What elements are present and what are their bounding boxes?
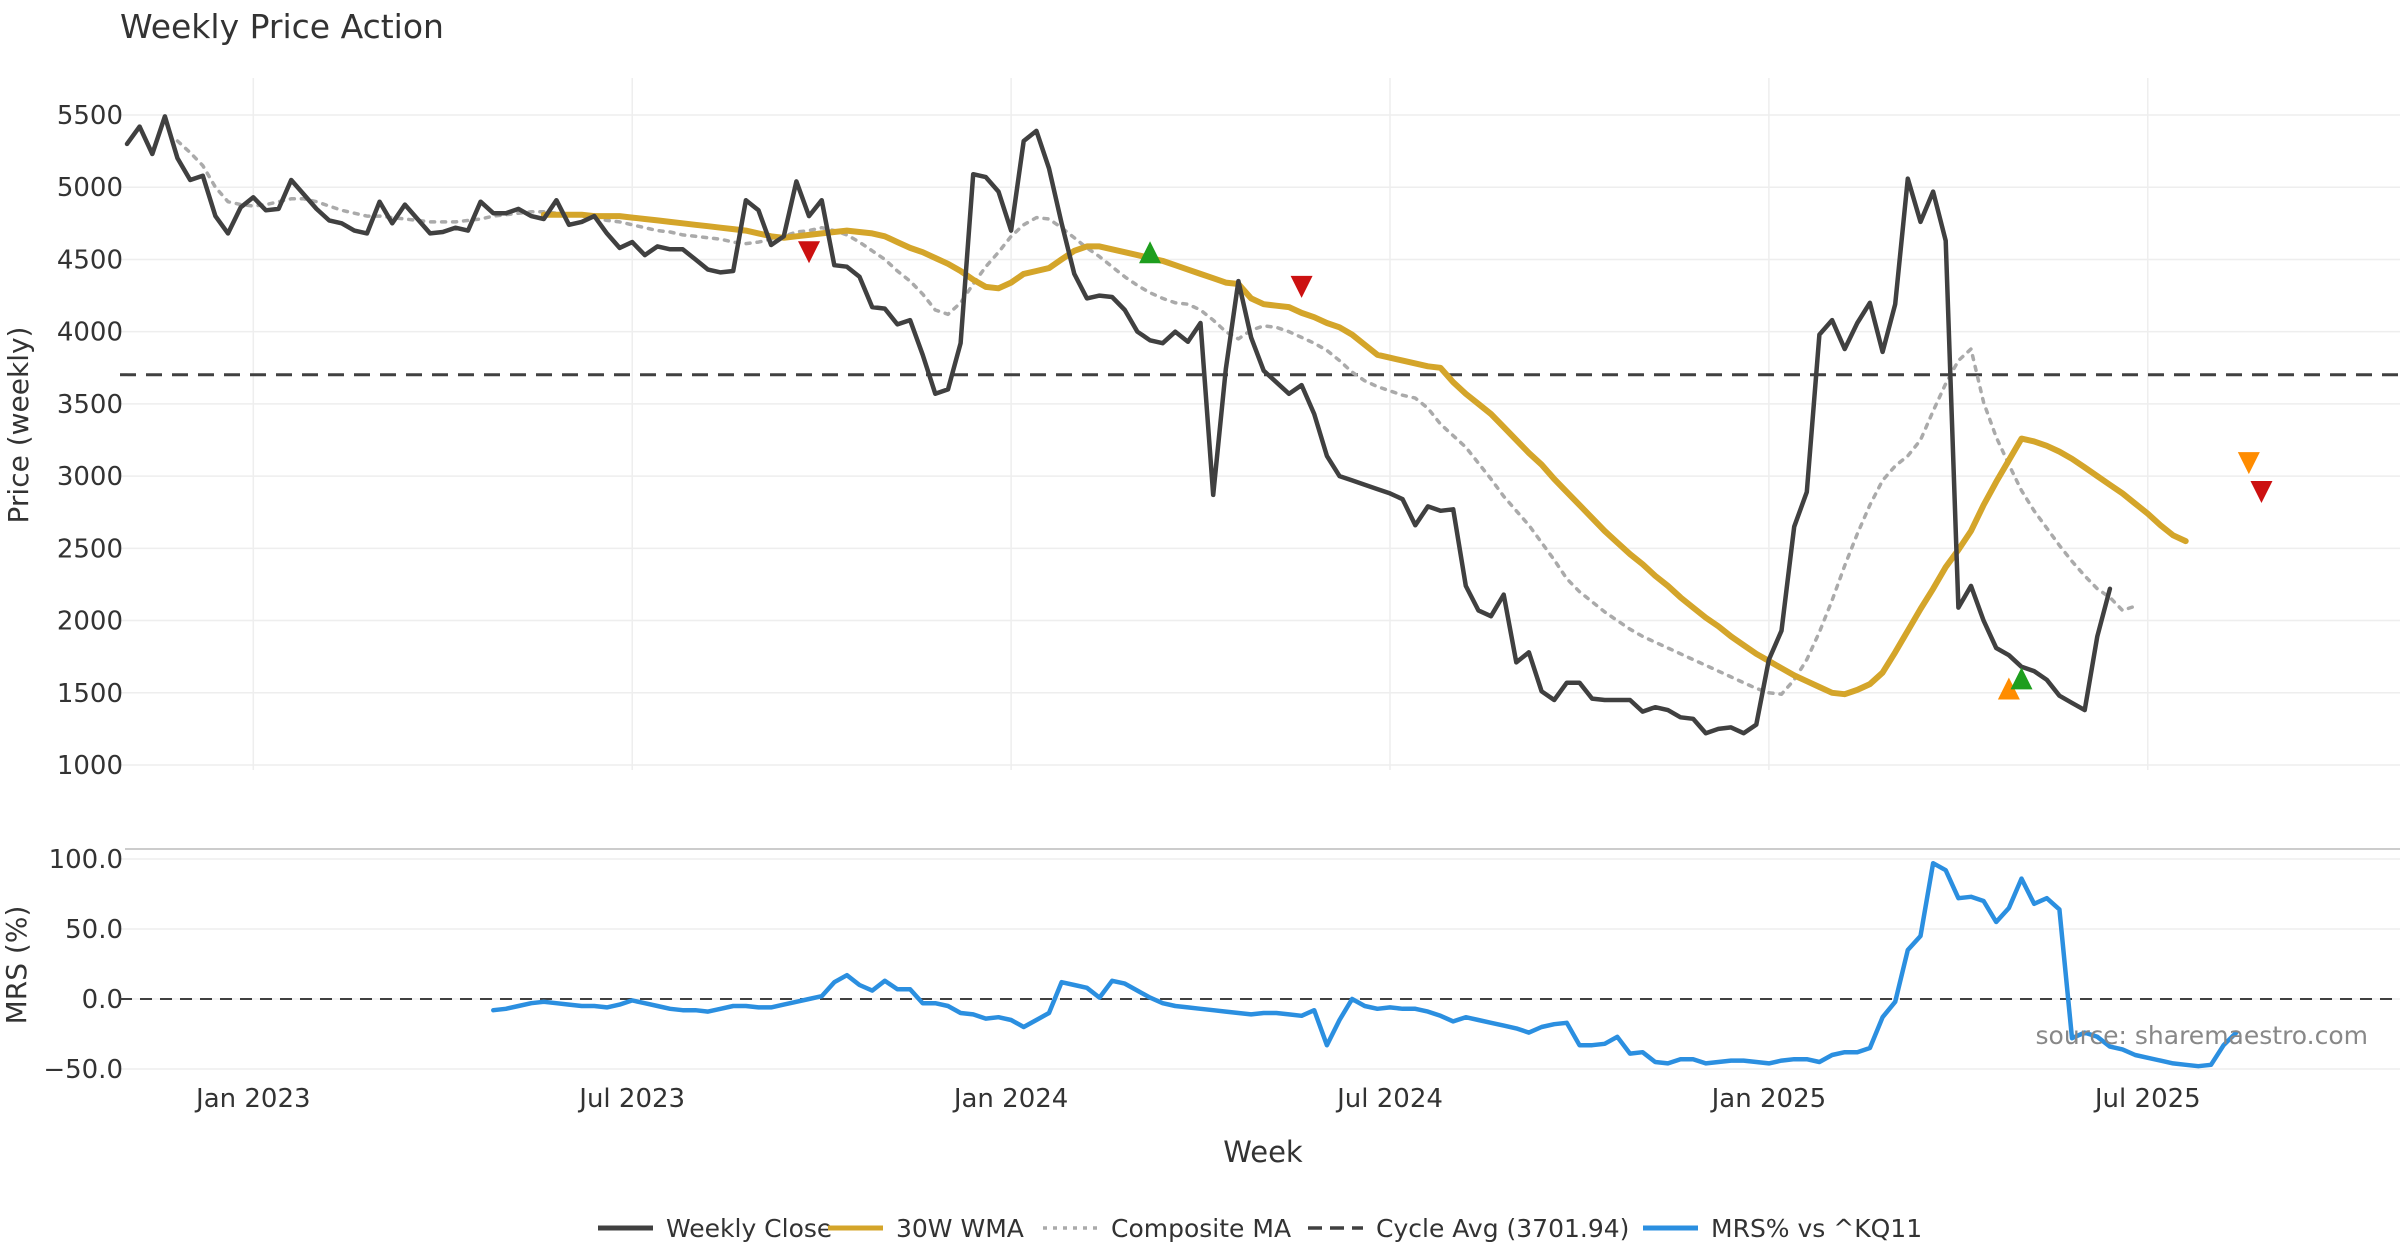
mrs-y-tick: 50.0 <box>65 915 123 945</box>
source-note: source: sharemaestro.com <box>2036 1021 2369 1050</box>
mrs-series <box>491 860 2239 1069</box>
price-y-tick: 1000 <box>57 751 123 781</box>
price-y-tick: 3500 <box>57 390 123 420</box>
signal-caution-marker <box>1997 677 2020 700</box>
mrs-y-axis-label: MRS (%) <box>0 906 33 1025</box>
price-y-tick: 5500 <box>57 101 123 131</box>
signal-sell-marker <box>798 241 821 264</box>
mrs-panel: −50.0 0.0 50.0 100.0 MRS (%) source: sharem… <box>0 845 2400 1085</box>
x-tick-labels: Jan 2023 Jul 2023 Jan 2024 Jul 2024 Jan 2025… <box>194 1084 2201 1114</box>
x-tick: Jul 2024 <box>1335 1084 1443 1114</box>
legend-label: Composite MA <box>1111 1214 1291 1243</box>
legend-item: Composite MA <box>1043 1214 1291 1243</box>
price-y-tick: 5000 <box>57 173 123 203</box>
x-tick: Jan 2023 <box>194 1084 311 1114</box>
price-gridlines <box>120 78 2400 770</box>
price-y-tick: 4500 <box>57 245 123 275</box>
signal-sell-marker <box>1290 275 1313 298</box>
mrs-y-tick: 100.0 <box>49 845 123 875</box>
mrs-y-tick-labels: −50.0 0.0 50.0 100.0 <box>43 845 123 1085</box>
legend-label: MRS% vs ^KQ11 <box>1711 1214 1922 1243</box>
signal-buy-marker <box>2010 667 2033 690</box>
legend-item: 30W WMA <box>828 1214 1024 1243</box>
signal-buy-marker <box>1139 241 1162 264</box>
price-panel: 1000 1500 2000 2500 3000 3500 4000 4500 5000 5500… <box>2 78 2400 781</box>
legend-label: Cycle Avg (3701.94) <box>1376 1214 1629 1243</box>
legend: Weekly Close 30W WMA Composite MA Cycle Avg… <box>598 1214 1922 1243</box>
series-composite-ma <box>175 139 2137 696</box>
legend-item: Weekly Close <box>598 1214 832 1243</box>
x-tick: Jan 2025 <box>1710 1084 1827 1114</box>
x-tick: Jul 2023 <box>577 1084 685 1114</box>
price-y-tick: 3000 <box>57 462 123 492</box>
x-tick: Jan 2024 <box>952 1084 1069 1114</box>
price-y-tick: 2000 <box>57 607 123 637</box>
legend-item: MRS% vs ^KQ11 <box>1643 1214 1922 1243</box>
price-y-tick: 2500 <box>57 534 123 564</box>
price-y-tick: 4000 <box>57 318 123 348</box>
signal-caution-marker <box>2237 452 2260 475</box>
signal-sell-marker <box>2250 481 2273 503</box>
series-weekly-close <box>124 114 2113 736</box>
mrs-y-tick: 0.0 <box>82 985 123 1015</box>
x-axis-label: Week <box>1223 1135 1303 1169</box>
chart-title: Weekly Price Action <box>120 7 444 46</box>
series-mrs <box>491 860 2239 1069</box>
legend-item: Cycle Avg (3701.94) <box>1308 1214 1629 1243</box>
price-signal-markers <box>798 241 2273 700</box>
legend-label: 30W WMA <box>896 1214 1024 1243</box>
legend-label: Weekly Close <box>666 1214 832 1243</box>
series-30w-wma <box>540 211 2189 698</box>
price-y-tick-labels: 1000 1500 2000 2500 3000 3500 4000 4500 5000 5500 <box>57 101 123 781</box>
price-y-axis-label: Price (weekly) <box>2 327 35 524</box>
price-series <box>124 114 2189 736</box>
x-tick: Jul 2025 <box>2093 1084 2201 1114</box>
mrs-y-tick: −50.0 <box>43 1055 123 1085</box>
price-y-tick: 1500 <box>57 679 123 709</box>
